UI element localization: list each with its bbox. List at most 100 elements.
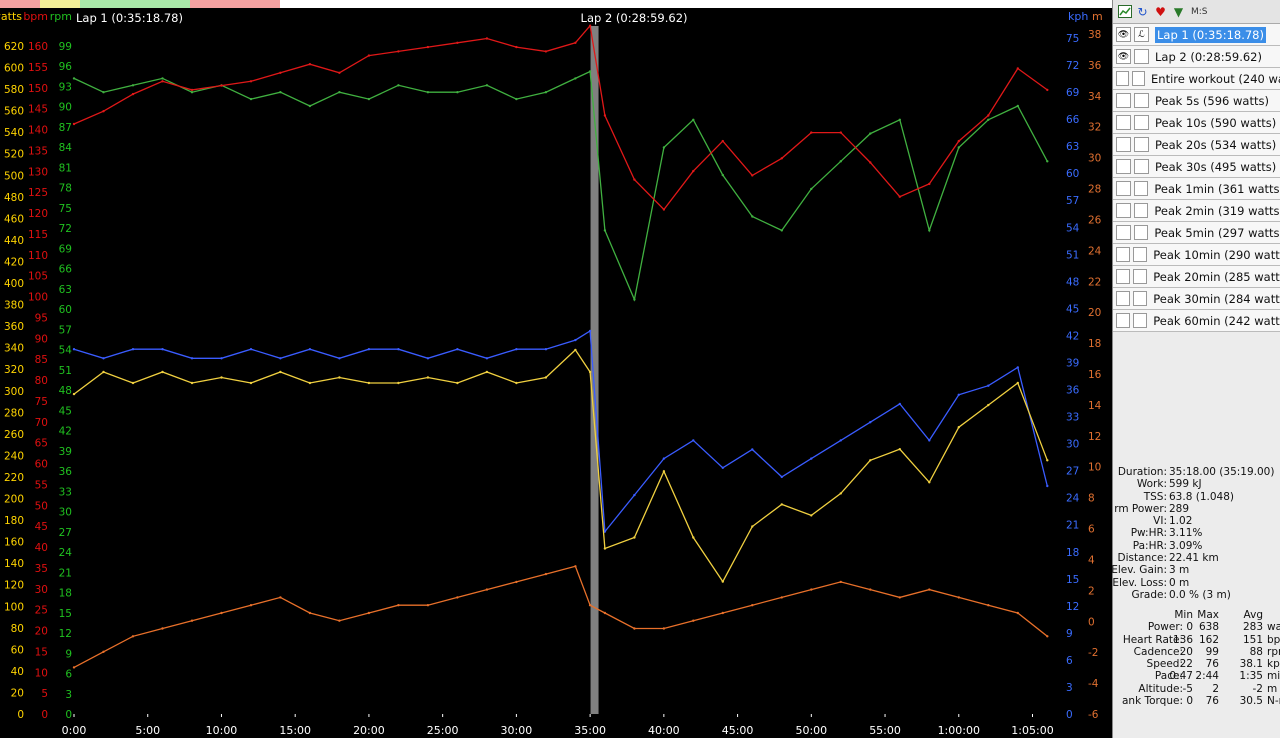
select-checkbox[interactable] <box>1134 49 1149 64</box>
select-checkbox[interactable] <box>1132 71 1146 86</box>
side-panel: ↻ ♥ ▼ M:S 👁 ℒ Lap 1 (0:35:18.78) 👁 Lap 2 (0:… <box>1111 0 1280 738</box>
select-checkbox[interactable] <box>1133 291 1148 306</box>
tick-rpm: 24 <box>59 547 73 559</box>
select-checkbox[interactable] <box>1133 203 1149 218</box>
stat-key: Grade: <box>1131 588 1167 601</box>
chart-svg[interactable]: wattsbpmrpmkphm0204060801001201401601802… <box>0 8 1112 738</box>
min-max-cell: 283 <box>1242 621 1263 634</box>
data-point-speed <box>869 421 872 424</box>
lap-list-item[interactable]: Peak 10s (590 watts) <box>1113 112 1280 134</box>
strip-segment <box>80 0 190 8</box>
select-checkbox[interactable] <box>1134 137 1149 152</box>
data-point-power <box>898 448 901 451</box>
data-point-altitude <box>751 604 754 607</box>
data-point-heart-rate <box>279 71 282 74</box>
eye-icon[interactable]: 👁 <box>1116 27 1131 42</box>
data-point-cadence <box>603 229 607 232</box>
tick-rpm: 42 <box>59 426 72 438</box>
x-tick-label: 25:00 <box>427 724 459 737</box>
data-point-altitude <box>220 611 223 615</box>
refresh-icon[interactable]: ↻ <box>1137 4 1148 19</box>
data-point-speed <box>338 357 341 360</box>
tick-rpm: 99 <box>59 41 72 53</box>
lap-list-item[interactable]: Peak 60min (242 watts) <box>1113 310 1280 332</box>
data-point-speed <box>987 384 990 387</box>
data-point-altitude <box>426 604 430 607</box>
lock-icon[interactable]: ℒ <box>1134 27 1149 42</box>
chart-view-icon[interactable] <box>1117 4 1132 19</box>
eye-icon[interactable]: 👁 <box>1116 49 1131 64</box>
x-tick-label: 30:00 <box>501 724 533 737</box>
tick-m: 8 <box>1088 493 1095 505</box>
data-point-heart-rate <box>574 41 577 44</box>
data-point-speed <box>574 338 577 342</box>
visibility-checkbox[interactable] <box>1116 159 1131 174</box>
data-point-cadence <box>780 229 783 232</box>
tick-kph: 21 <box>1066 520 1079 532</box>
lap-list-item[interactable]: Peak 1min (361 watts) <box>1113 178 1280 200</box>
visibility-checkbox[interactable] <box>1116 93 1131 108</box>
drop-icon[interactable]: ▼ <box>1173 4 1184 19</box>
data-point-power <box>1016 381 1019 385</box>
visibility-checkbox[interactable] <box>1116 225 1131 240</box>
data-point-altitude <box>588 604 592 607</box>
data-point-cadence <box>957 146 960 149</box>
visibility-checkbox[interactable] <box>1116 269 1131 284</box>
visibility-checkbox[interactable] <box>1116 247 1131 262</box>
lap-list-item[interactable]: 👁 ℒ Lap 1 (0:35:18.78) <box>1113 24 1280 46</box>
tick-rpm: 72 <box>59 223 72 235</box>
lap-list-item[interactable]: Peak 30min (284 watts) <box>1113 288 1280 310</box>
data-point-speed <box>957 393 960 396</box>
data-point-altitude <box>869 588 872 591</box>
lap-list-item[interactable]: Entire workout (240 watts) <box>1113 68 1280 90</box>
min-max-cell: 0:47 <box>1169 670 1193 683</box>
visibility-checkbox[interactable] <box>1116 203 1131 218</box>
stat-value: 3 m <box>1169 564 1190 577</box>
lap-list-item[interactable]: Peak 10min (290 watts) <box>1113 244 1280 266</box>
tick-watts: 80 <box>11 623 24 635</box>
visibility-checkbox[interactable] <box>1116 115 1131 130</box>
x-tick-label: 15:00 <box>279 724 311 737</box>
select-checkbox[interactable] <box>1134 93 1149 108</box>
heart-icon[interactable]: ♥ <box>1155 4 1166 19</box>
lap-list-item[interactable]: Peak 2min (319 watts) <box>1113 200 1280 222</box>
min-max-row: Cadence:20 99 88 rpm <box>1113 646 1280 658</box>
stat-value: 0.0 % (3 m) <box>1169 588 1231 601</box>
tick-watts: 60 <box>11 644 24 656</box>
min-max-cell: rpm <box>1267 645 1280 658</box>
visibility-checkbox[interactable] <box>1116 71 1130 86</box>
select-checkbox[interactable] <box>1134 159 1149 174</box>
lap-list-item[interactable]: 👁 Lap 2 (0:28:59.62) <box>1113 46 1280 68</box>
select-checkbox[interactable] <box>1133 313 1148 328</box>
visibility-checkbox[interactable] <box>1116 137 1131 152</box>
lap-list-item[interactable]: Peak 5min (297 watts) <box>1113 222 1280 244</box>
min-max-cell: watt <box>1267 621 1280 634</box>
data-point-cadence <box>898 118 901 122</box>
time-format-toggle[interactable]: M:S <box>1191 6 1208 17</box>
data-point-cadence <box>544 91 548 94</box>
visibility-checkbox[interactable] <box>1116 291 1131 306</box>
tick-bpm: 40 <box>35 542 48 554</box>
lap-list-item[interactable]: Peak 20s (534 watts) <box>1113 134 1280 156</box>
data-point-altitude <box>131 635 135 638</box>
data-point-power <box>692 536 695 539</box>
panel-toolbar: ↻ ♥ ▼ M:S <box>1113 0 1280 24</box>
tick-bpm: 80 <box>35 375 48 387</box>
tick-watts: 360 <box>4 321 24 333</box>
visibility-checkbox[interactable] <box>1116 313 1131 328</box>
data-point-altitude <box>603 611 607 615</box>
lap-list-item[interactable]: Peak 5s (596 watts) <box>1113 90 1280 112</box>
tick-watts: 400 <box>4 278 24 290</box>
select-checkbox[interactable] <box>1133 247 1148 262</box>
chart-area[interactable]: wattsbpmrpmkphm0204060801001201401601802… <box>0 8 1112 738</box>
select-checkbox[interactable] <box>1133 181 1149 196</box>
lap-list-item[interactable]: Peak 30s (495 watts) <box>1113 156 1280 178</box>
data-point-heart-rate <box>869 161 872 164</box>
select-checkbox[interactable] <box>1134 115 1149 130</box>
data-point-heart-rate <box>367 54 371 57</box>
visibility-checkbox[interactable] <box>1116 181 1131 196</box>
lap-list-item[interactable]: Peak 20min (285 watts) <box>1113 266 1280 288</box>
select-checkbox[interactable] <box>1133 225 1149 240</box>
tick-rpm: 96 <box>59 61 73 73</box>
select-checkbox[interactable] <box>1133 269 1148 284</box>
